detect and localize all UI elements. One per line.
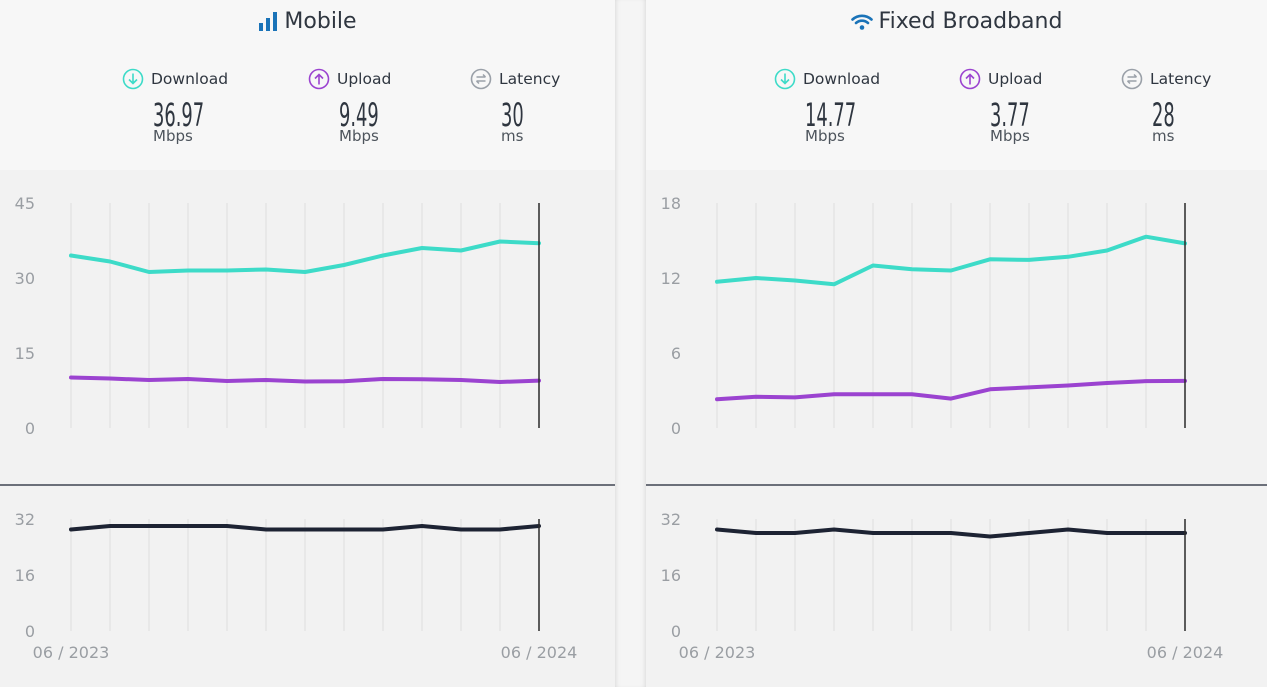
latency-line	[715, 527, 1187, 539]
fixed-broadband-panel: Fixed Broadband Download 14.77 Mbps Uplo…	[646, 0, 1267, 687]
download-value: 36.97	[153, 96, 205, 134]
latency-y-tick-label: 32	[661, 510, 681, 529]
upload-metric: Upload 3.77 Mbps	[959, 66, 1099, 145]
panel-title-text: Mobile	[284, 9, 357, 34]
upload-arrow-icon	[959, 68, 981, 90]
download-label: Download	[803, 70, 881, 88]
latency-icon	[470, 68, 492, 90]
speed-y-tick-label: 45	[15, 194, 35, 213]
latency-y-tick-label: 0	[25, 622, 35, 641]
latency-value: 28	[1152, 96, 1175, 134]
upload-line	[715, 378, 1187, 402]
speed-y-tick-label: 0	[25, 419, 35, 438]
download-line	[715, 234, 1187, 287]
download-arrow-icon	[774, 68, 796, 90]
download-unit: Mbps	[153, 127, 193, 145]
speed-y-tick-label: 0	[671, 419, 681, 438]
fixed-broadband-header: Fixed Broadband Download 14.77 Mbps Uplo…	[646, 0, 1267, 170]
latency-value: 30	[501, 96, 524, 134]
x-end-label: 06 / 2024	[501, 643, 578, 662]
mobile-header: Mobile Download 36.97 Mbps Upload 9.49 M…	[0, 0, 615, 170]
download-arrow-icon	[122, 68, 144, 90]
download-metric: Download 14.77 Mbps	[774, 66, 914, 145]
x-end-label: 06 / 2024	[1147, 643, 1224, 662]
upload-unit: Mbps	[990, 127, 1030, 145]
latency-metric: Latency 30 ms	[470, 66, 610, 145]
panel-divider	[615, 0, 646, 687]
speed-y-tick-label: 15	[15, 344, 35, 363]
upload-arrow-icon	[308, 68, 330, 90]
latency-icon	[1121, 68, 1143, 90]
latency-label: Latency	[1150, 70, 1212, 88]
upload-metric: Upload 9.49 Mbps	[308, 66, 448, 145]
panel-title-text: Fixed Broadband	[878, 9, 1063, 34]
speed-y-tick-label: 30	[15, 269, 35, 288]
latency-y-tick-label: 0	[671, 622, 681, 641]
latency-line	[69, 524, 541, 532]
upload-value: 3.77	[990, 96, 1030, 134]
latency-unit: ms	[501, 127, 524, 145]
speed-y-tick-label: 18	[661, 194, 681, 213]
wifi-icon	[850, 12, 873, 37]
latency-y-tick-label: 16	[661, 566, 681, 585]
download-label: Download	[151, 70, 229, 88]
latency-unit: ms	[1152, 127, 1175, 145]
download-metric: Download 36.97 Mbps	[122, 66, 262, 145]
download-value: 14.77	[805, 96, 857, 134]
signal-bars-icon	[258, 11, 278, 37]
latency-y-tick-label: 32	[15, 510, 35, 529]
mobile-panel: Mobile Download 36.97 Mbps Upload 9.49 M…	[0, 0, 615, 687]
speed-y-tick-label: 6	[671, 344, 681, 363]
mobile-chart: 0 15 30 45 0 16 32 06 / 2023 06 / 2024	[0, 194, 615, 662]
panel-title: Fixed Broadband	[646, 9, 1267, 37]
speed-y-tick-label: 12	[661, 269, 681, 288]
download-unit: Mbps	[805, 127, 845, 145]
fixed-broadband-chart: 0 6 12 18 0 16 32 06 / 2023 06 / 2024	[646, 194, 1267, 662]
x-start-label: 06 / 2023	[679, 643, 756, 662]
upload-label: Upload	[337, 70, 392, 88]
upload-value: 9.49	[339, 96, 379, 134]
latency-metric: Latency 28 ms	[1121, 66, 1261, 145]
upload-label: Upload	[988, 70, 1043, 88]
download-line	[69, 239, 541, 274]
panel-title: Mobile	[0, 9, 615, 37]
upload-unit: Mbps	[339, 127, 379, 145]
latency-label: Latency	[499, 70, 561, 88]
x-start-label: 06 / 2023	[33, 643, 110, 662]
latency-y-tick-label: 16	[15, 566, 35, 585]
upload-line	[69, 375, 541, 384]
